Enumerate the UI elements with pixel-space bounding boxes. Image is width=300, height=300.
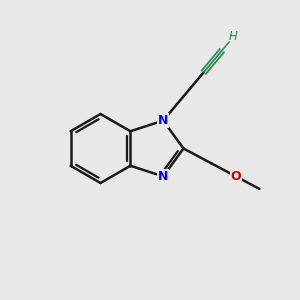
Text: N: N [158, 114, 168, 127]
Text: O: O [230, 170, 241, 183]
Text: N: N [158, 170, 168, 183]
Text: H: H [229, 30, 238, 43]
